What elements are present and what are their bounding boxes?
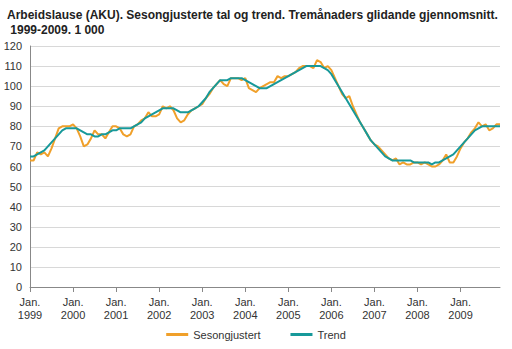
svg-text:60: 60 <box>10 161 22 173</box>
svg-text:70: 70 <box>10 140 22 152</box>
svg-text:2002: 2002 <box>147 309 171 321</box>
svg-text:50: 50 <box>10 181 22 193</box>
svg-text:80: 80 <box>10 120 22 132</box>
svg-text:110: 110 <box>4 60 22 72</box>
svg-text:Jan.: Jan. <box>407 296 428 308</box>
svg-text:Jan.: Jan. <box>20 296 41 308</box>
svg-text:Sesongjustert: Sesongjustert <box>193 329 260 341</box>
svg-text:100: 100 <box>4 80 22 92</box>
svg-text:1999: 1999 <box>18 309 42 321</box>
svg-text:2001: 2001 <box>104 309 128 321</box>
svg-text:2005: 2005 <box>276 309 300 321</box>
svg-text:Jan.: Jan. <box>235 296 256 308</box>
svg-text:2007: 2007 <box>362 309 386 321</box>
svg-text:2006: 2006 <box>319 309 343 321</box>
svg-text:10: 10 <box>10 261 22 273</box>
svg-text:2008: 2008 <box>405 309 429 321</box>
svg-text:Jan.: Jan. <box>149 296 170 308</box>
svg-text:2000: 2000 <box>61 309 85 321</box>
svg-text:120: 120 <box>4 40 22 52</box>
svg-text:2009: 2009 <box>448 309 472 321</box>
svg-text:Jan.: Jan. <box>278 296 299 308</box>
svg-text:Jan.: Jan. <box>364 296 385 308</box>
svg-text:Jan.: Jan. <box>192 296 213 308</box>
svg-text:2004: 2004 <box>233 309 257 321</box>
svg-text:Jan.: Jan. <box>450 296 471 308</box>
svg-text:Trend: Trend <box>317 329 345 341</box>
svg-text:Jan.: Jan. <box>321 296 342 308</box>
svg-text:2003: 2003 <box>190 309 214 321</box>
svg-text:40: 40 <box>10 201 22 213</box>
svg-text:Jan.: Jan. <box>106 296 127 308</box>
svg-text:0: 0 <box>16 281 22 293</box>
svg-text:1999-2009. 1 000: 1999-2009. 1 000 <box>7 23 105 37</box>
svg-text:Jan.: Jan. <box>63 296 84 308</box>
svg-text:90: 90 <box>10 100 22 112</box>
svg-text:30: 30 <box>10 221 22 233</box>
svg-text:20: 20 <box>10 241 22 253</box>
svg-text:Arbeidslause (AKU). Sesongjust: Arbeidslause (AKU). Sesongjusterte tal o… <box>7 8 498 22</box>
